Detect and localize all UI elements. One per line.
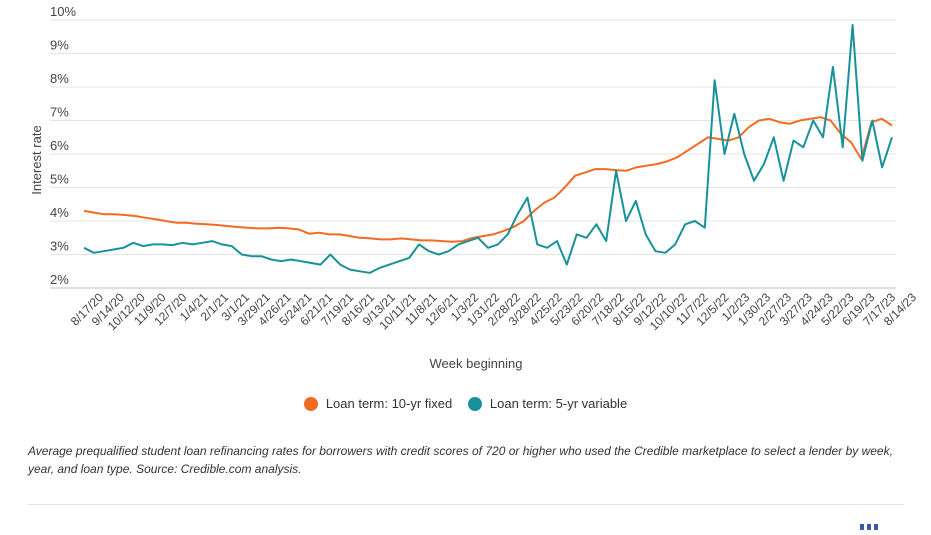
gridlines xyxy=(50,19,896,289)
y-tick-label: 9% xyxy=(50,38,69,53)
logo-mark xyxy=(860,517,890,530)
legend: Loan term: 10-yr fixed Loan term: 5-yr v… xyxy=(0,396,931,414)
y-tick-label: 7% xyxy=(50,105,69,120)
series-lines xyxy=(83,24,893,274)
legend-swatch-orange xyxy=(303,396,318,411)
legend-label: Loan term: 5-yr variable xyxy=(489,396,628,411)
legend-label: Loan term: 10-yr fixed xyxy=(325,396,453,411)
legend-item-10yr-fixed[interactable]: Loan term: 10-yr fixed xyxy=(303,396,453,411)
x-axis-ticks: 8/17/209/14/2010/12/2011/9/2012/7/201/4/… xyxy=(68,290,919,333)
series-line-10yr-fixed xyxy=(83,116,893,243)
y-axis-ticks: 2% 3% 4% 5% 6% 7% 8% 9% 10% xyxy=(50,4,76,287)
y-tick-label: 8% xyxy=(50,71,69,86)
chart-caption: Average prequalified student loan refina… xyxy=(28,444,893,476)
line-chart: 2% 3% 4% 5% 6% 7% 8% 9% 10% 8/17/209/14/2010/12/… xyxy=(29,4,919,371)
y-tick-label: 2% xyxy=(50,272,69,287)
y-tick-label: 6% xyxy=(50,138,69,153)
legend-swatch-teal xyxy=(467,396,482,411)
y-tick-label: 3% xyxy=(50,239,69,254)
y-axis-title: Interest rate xyxy=(29,125,44,194)
legend-item-5yr-variable[interactable]: Loan term: 5-yr variable xyxy=(467,396,628,411)
y-tick-label: 10% xyxy=(50,4,76,19)
y-tick-label: 4% xyxy=(50,205,69,220)
y-tick-label: 5% xyxy=(50,172,69,187)
divider xyxy=(28,504,904,505)
series-line-5yr-variable xyxy=(83,24,893,274)
x-axis-title: Week beginning xyxy=(430,356,523,371)
